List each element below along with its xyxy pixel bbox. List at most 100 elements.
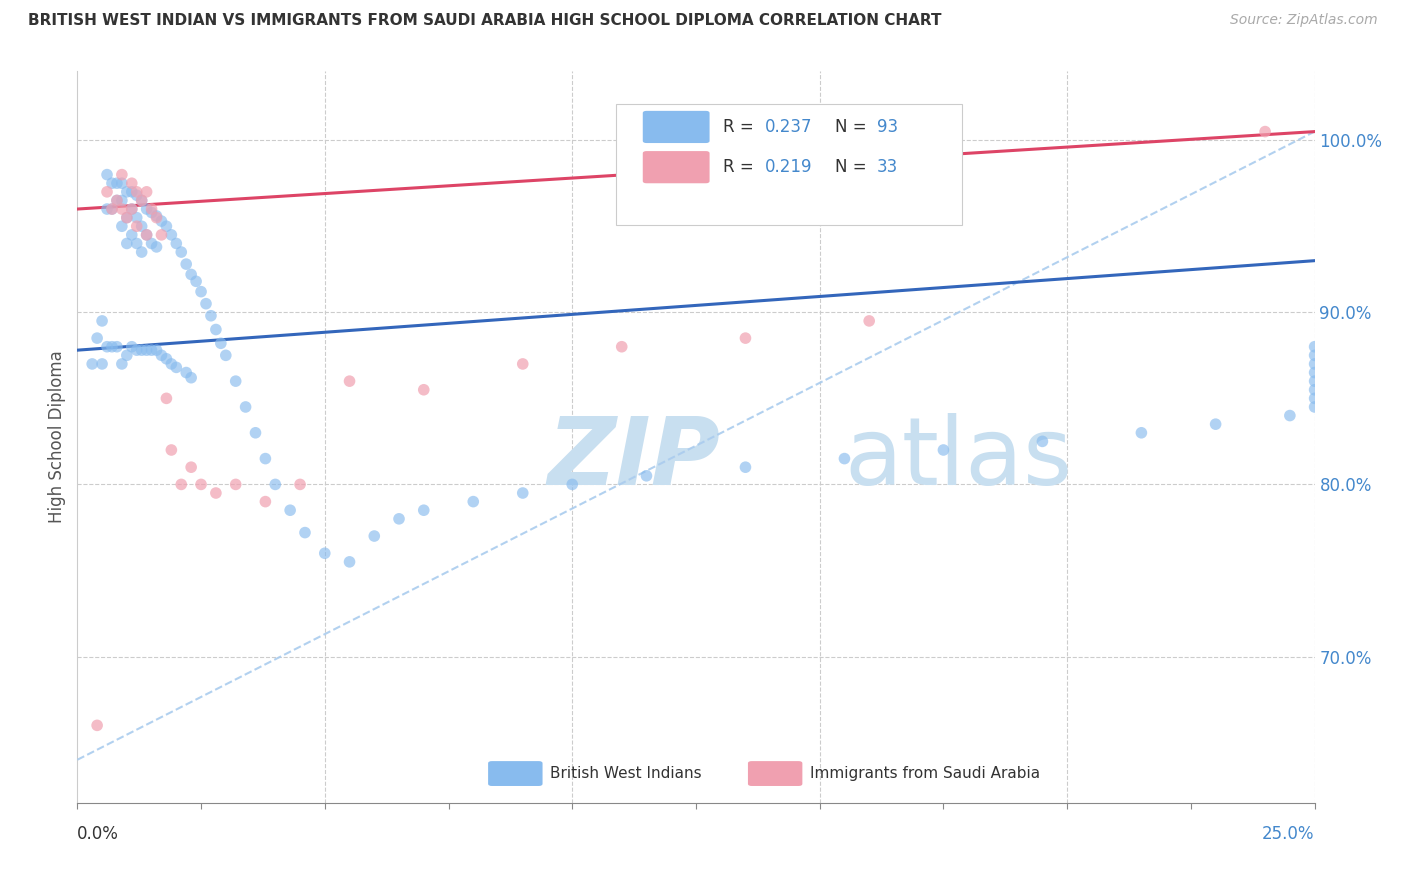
- Point: [195, 296, 218, 310]
- Point: [288, 477, 311, 491]
- Point: [105, 194, 128, 208]
- Point: [205, 322, 228, 336]
- Point: [121, 227, 143, 242]
- Point: [174, 257, 197, 271]
- Text: atlas: atlas: [845, 413, 1073, 505]
- Point: [105, 194, 128, 208]
- Point: [141, 205, 163, 219]
- Point: [512, 357, 534, 371]
- Point: [82, 357, 104, 371]
- Point: [412, 383, 434, 397]
- Point: [170, 245, 193, 260]
- Point: [200, 309, 222, 323]
- Point: [1303, 366, 1326, 380]
- Point: [1031, 434, 1053, 449]
- Text: 25.0%: 25.0%: [1263, 825, 1315, 843]
- Point: [1303, 374, 1326, 388]
- Point: [101, 176, 124, 190]
- Point: [160, 442, 183, 457]
- Point: [463, 494, 485, 508]
- Point: [150, 227, 173, 242]
- Text: BRITISH WEST INDIAN VS IMMIGRANTS FROM SAUDI ARABIA HIGH SCHOOL DIPLOMA CORRELAT: BRITISH WEST INDIAN VS IMMIGRANTS FROM S…: [28, 13, 942, 29]
- Point: [160, 357, 183, 371]
- Point: [145, 343, 167, 358]
- Point: [135, 202, 157, 216]
- Point: [165, 236, 187, 251]
- Point: [264, 477, 287, 491]
- Point: [235, 400, 257, 414]
- Text: N =: N =: [835, 118, 872, 136]
- Point: [180, 370, 202, 384]
- Point: [111, 168, 134, 182]
- Point: [135, 185, 157, 199]
- Point: [135, 227, 157, 242]
- Point: [254, 494, 277, 508]
- Point: [363, 529, 385, 543]
- Point: [150, 348, 173, 362]
- Point: [141, 343, 163, 358]
- Point: [86, 718, 108, 732]
- Point: [131, 194, 153, 208]
- Point: [105, 340, 128, 354]
- Point: [209, 336, 232, 351]
- Point: [155, 392, 177, 406]
- FancyBboxPatch shape: [748, 761, 803, 786]
- Point: [111, 357, 134, 371]
- Text: ZIP: ZIP: [547, 413, 720, 505]
- Point: [121, 202, 143, 216]
- Point: [388, 512, 411, 526]
- Point: [180, 460, 202, 475]
- Point: [96, 185, 118, 199]
- Point: [96, 202, 118, 216]
- FancyBboxPatch shape: [643, 111, 710, 143]
- Point: [111, 202, 134, 216]
- Point: [225, 477, 247, 491]
- Text: R =: R =: [723, 158, 759, 177]
- Point: [121, 340, 143, 354]
- Text: 93: 93: [876, 118, 898, 136]
- Point: [96, 168, 118, 182]
- Point: [111, 194, 134, 208]
- Point: [512, 486, 534, 500]
- Text: Immigrants from Saudi Arabia: Immigrants from Saudi Arabia: [810, 766, 1040, 781]
- Point: [115, 236, 138, 251]
- Point: [125, 185, 148, 199]
- Point: [91, 357, 114, 371]
- Point: [858, 314, 880, 328]
- Point: [111, 219, 134, 234]
- Point: [160, 227, 183, 242]
- Point: [294, 525, 316, 540]
- Point: [131, 194, 153, 208]
- Point: [1205, 417, 1227, 432]
- Point: [184, 274, 207, 288]
- Point: [1254, 125, 1277, 139]
- Point: [314, 546, 336, 560]
- Point: [131, 219, 153, 234]
- Point: [121, 176, 143, 190]
- Point: [125, 188, 148, 202]
- Point: [125, 211, 148, 225]
- Point: [412, 503, 434, 517]
- Point: [115, 185, 138, 199]
- Point: [96, 340, 118, 354]
- Point: [91, 314, 114, 328]
- Point: [245, 425, 267, 440]
- Point: [141, 202, 163, 216]
- Point: [115, 348, 138, 362]
- Point: [121, 202, 143, 216]
- Point: [561, 477, 583, 491]
- Text: 0.0%: 0.0%: [77, 825, 120, 843]
- Point: [111, 176, 134, 190]
- Point: [101, 340, 124, 354]
- Text: 0.237: 0.237: [765, 118, 813, 136]
- Point: [254, 451, 277, 466]
- Point: [101, 202, 124, 216]
- Point: [86, 331, 108, 345]
- Point: [180, 268, 202, 282]
- Point: [225, 374, 247, 388]
- Point: [165, 360, 187, 375]
- Point: [174, 366, 197, 380]
- Point: [610, 340, 633, 354]
- Point: [1303, 348, 1326, 362]
- Text: 33: 33: [876, 158, 898, 177]
